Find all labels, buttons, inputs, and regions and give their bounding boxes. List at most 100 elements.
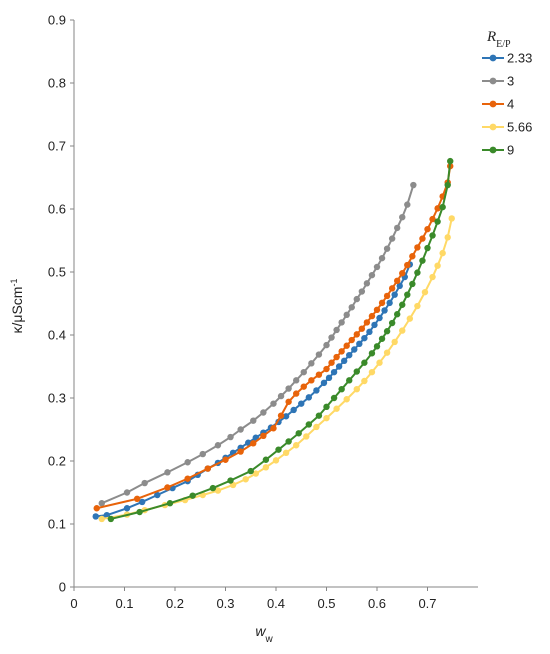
data-point <box>414 302 421 310</box>
data-point <box>184 475 191 482</box>
data-point <box>340 357 348 365</box>
data-point <box>330 394 338 402</box>
data-point <box>346 351 353 359</box>
data-point <box>444 234 451 241</box>
data-point <box>260 432 267 439</box>
data-point <box>368 368 376 376</box>
data-point <box>404 291 411 298</box>
data-point <box>388 319 396 327</box>
data-point <box>414 269 421 276</box>
y-tick-label: 0.8 <box>48 76 66 91</box>
data-point <box>348 304 355 311</box>
series-line <box>101 218 453 520</box>
series-4 <box>93 162 454 512</box>
x-axis-title: ww <box>255 623 273 645</box>
y-ticks: 0 0.1 0.2 0.3 0.4 0.5 0.6 0.7 0.8 0.9 <box>48 13 74 595</box>
series-line <box>95 264 411 518</box>
data-point <box>371 321 378 329</box>
data-point <box>300 368 307 376</box>
data-point <box>154 491 161 499</box>
data-point <box>447 157 454 165</box>
legend-item: 2.33 <box>482 51 532 66</box>
data-point <box>93 505 100 512</box>
data-point <box>424 225 431 233</box>
data-point <box>270 425 277 432</box>
data-point <box>98 500 105 507</box>
data-point <box>293 442 300 449</box>
data-point <box>305 421 313 428</box>
data-point <box>103 511 111 519</box>
data-point <box>353 385 360 393</box>
data-point <box>237 448 244 455</box>
data-point <box>107 515 115 523</box>
data-point <box>361 334 368 342</box>
data-point <box>368 271 376 279</box>
data-point <box>141 479 148 487</box>
data-point <box>184 459 191 466</box>
data-point <box>410 181 417 189</box>
data-point <box>353 331 360 338</box>
legend-swatch-marker <box>489 54 497 62</box>
x-tick-label: 0.6 <box>368 596 386 611</box>
data-point <box>434 205 441 212</box>
data-point <box>328 334 335 341</box>
x-axis-title-sub: w <box>264 634 273 645</box>
data-point <box>406 315 414 322</box>
data-point <box>300 383 307 390</box>
data-point <box>277 412 285 419</box>
data-point <box>247 467 254 475</box>
data-point <box>293 390 300 397</box>
data-point <box>409 253 416 260</box>
legend-label: 2.33 <box>507 51 532 66</box>
legend-swatch-marker <box>489 146 497 154</box>
legend-label: 9 <box>507 143 514 158</box>
data-point <box>404 201 411 208</box>
y-axis-title-main: κ/μScm <box>9 287 25 334</box>
y-tick-label: 0.2 <box>48 454 66 469</box>
data-point <box>386 299 393 307</box>
data-point <box>282 449 290 457</box>
data-point <box>323 403 330 411</box>
data-point <box>439 203 446 211</box>
x-tick-label: 0.2 <box>166 596 184 611</box>
x-axis-title-main: w <box>255 623 266 639</box>
data-point <box>214 487 222 494</box>
data-point <box>204 465 212 472</box>
data-point <box>381 307 388 314</box>
data-point <box>368 312 376 320</box>
data-point <box>373 263 381 271</box>
data-point <box>214 442 222 449</box>
data-point <box>376 359 383 366</box>
data-point <box>282 413 290 420</box>
data-point <box>391 338 398 346</box>
y-tick-label: 0.1 <box>48 517 66 532</box>
data-point <box>358 325 366 332</box>
data-point <box>98 515 105 523</box>
y-tick-label: 0 <box>59 580 66 595</box>
x-tick-label: 0 <box>70 596 77 611</box>
data-point <box>404 261 411 269</box>
data-point <box>285 385 292 392</box>
data-point <box>383 245 391 252</box>
data-point <box>325 374 333 382</box>
data-point <box>429 232 436 239</box>
legend-title-sub: E/P <box>496 39 511 50</box>
data-point <box>444 181 451 189</box>
data-point <box>388 285 396 292</box>
data-point <box>308 360 315 367</box>
data-point <box>245 439 252 446</box>
data-point <box>373 306 381 313</box>
legend-swatch-marker <box>489 123 497 131</box>
data-point <box>313 423 320 431</box>
data-point <box>290 406 297 414</box>
series-line <box>101 184 415 505</box>
data-point <box>338 385 345 393</box>
data-point <box>166 500 174 507</box>
data-point <box>439 249 446 257</box>
data-point <box>295 430 302 437</box>
y-tick-label: 0.9 <box>48 13 66 28</box>
data-point <box>293 377 300 384</box>
data-point <box>330 368 338 376</box>
data-point <box>396 282 403 290</box>
data-point <box>138 498 146 506</box>
